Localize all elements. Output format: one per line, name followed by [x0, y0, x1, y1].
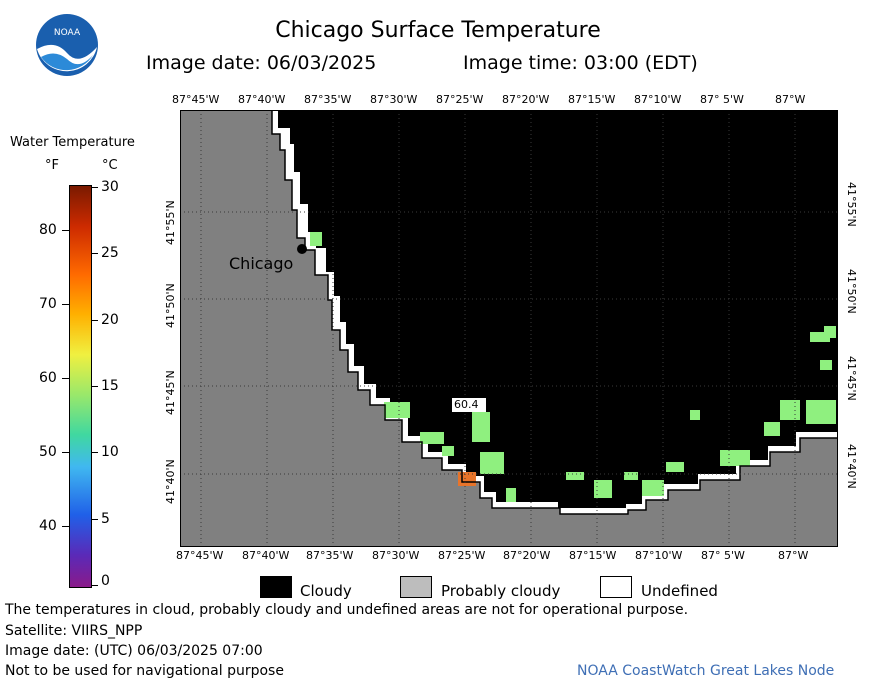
- f-tick: 60: [39, 370, 57, 386]
- c-tick: 15: [101, 378, 119, 394]
- utc-date: Image date: (UTC) 06/03/2025 07:00: [5, 643, 263, 659]
- lon-tick-bottom: 87°40'W: [242, 549, 289, 562]
- c-tick: 10: [101, 444, 119, 460]
- lon-tick-bottom: 87°30'W: [372, 549, 419, 562]
- lon-tick-bottom: 87° 5'W: [701, 549, 745, 562]
- unit-celsius: °C: [102, 158, 118, 173]
- lat-tick-left: 41°40'N: [164, 459, 177, 504]
- colorbar-title: Water Temperature: [10, 135, 135, 150]
- f-tick: 50: [39, 444, 57, 460]
- lon-tick-bottom: 87°20'W: [503, 549, 550, 562]
- colorbar: [69, 185, 92, 588]
- lat-tick-left: 41°45'N: [164, 370, 177, 415]
- lon-tick-bottom: 87°45'W: [176, 549, 223, 562]
- lon-tick-top: 87°15'W: [568, 93, 615, 106]
- unit-fahrenheit: °F: [45, 158, 59, 173]
- c-tick: 30: [101, 179, 119, 195]
- satellite: Satellite: VIIRS_NPP: [5, 623, 142, 639]
- lon-tick-top: 87°20'W: [502, 93, 549, 106]
- lon-tick-bottom: 87°10'W: [635, 549, 682, 562]
- image-time: Image time: 03:00 (EDT): [463, 52, 698, 74]
- lon-tick-bottom: 87°25'W: [438, 549, 485, 562]
- lat-tick-right: 41°50'N: [845, 269, 858, 314]
- image-date: Image date: 06/03/2025: [146, 52, 376, 74]
- legend-swatch-undefined: [600, 576, 632, 598]
- lon-tick-top: 87°30'W: [370, 93, 417, 106]
- f-tick: 40: [39, 518, 57, 534]
- lon-tick-bottom: 87°35'W: [306, 549, 353, 562]
- legend-swatch-cloudy: [260, 576, 292, 598]
- lon-tick-top: 87°45'W: [172, 93, 219, 106]
- credit: NOAA CoastWatch Great Lakes Node: [577, 663, 834, 679]
- c-tick: 25: [101, 245, 119, 261]
- lon-tick-bottom: 87°W: [778, 549, 808, 562]
- legend-label-probably-cloudy: Probably cloudy: [441, 582, 560, 600]
- lon-tick-top: 87°25'W: [436, 93, 483, 106]
- c-tick: 0: [101, 573, 110, 589]
- disclaimer: The temperatures in cloud, probably clou…: [5, 602, 688, 618]
- nav-note: Not to be used for navigational purpose: [5, 663, 284, 679]
- f-tick: 80: [39, 222, 57, 238]
- lon-tick-top: 87°10'W: [634, 93, 681, 106]
- page-title: Chicago Surface Temperature: [0, 18, 876, 43]
- legend-swatch-probably-cloudy: [400, 576, 432, 598]
- lon-tick-top: 87° 5'W: [700, 93, 744, 106]
- lon-tick-top: 87°35'W: [304, 93, 351, 106]
- lon-tick-top: 87°40'W: [238, 93, 285, 106]
- legend-label-cloudy: Cloudy: [300, 582, 352, 600]
- lat-tick-left: 41°50'N: [164, 283, 177, 328]
- f-tick: 70: [39, 296, 57, 312]
- lat-tick-left: 41°55'N: [164, 200, 177, 245]
- lat-tick-right: 41°40'N: [845, 444, 858, 489]
- legend-label-undefined: Undefined: [641, 582, 718, 600]
- c-tick: 20: [101, 312, 119, 328]
- lat-tick-right: 41°45'N: [845, 356, 858, 401]
- map-frame: [180, 110, 838, 547]
- lon-tick-bottom: 87°15'W: [569, 549, 616, 562]
- lon-tick-top: 87°W: [775, 93, 805, 106]
- c-tick: 5: [101, 511, 110, 527]
- lat-tick-right: 41°55'N: [845, 182, 858, 227]
